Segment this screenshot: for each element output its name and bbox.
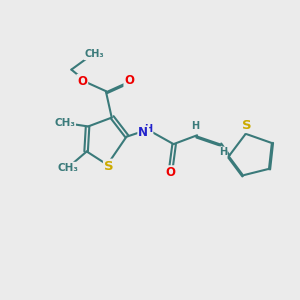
Text: O: O: [165, 166, 175, 179]
Text: CH₃: CH₃: [84, 49, 104, 59]
Text: CH₃: CH₃: [57, 163, 78, 173]
Text: N: N: [138, 126, 148, 140]
Text: O: O: [124, 74, 134, 87]
Text: H: H: [145, 124, 153, 134]
Text: O: O: [77, 75, 87, 88]
Text: S: S: [104, 160, 114, 173]
Text: CH₃: CH₃: [54, 118, 75, 128]
Text: H: H: [192, 122, 200, 131]
Text: H: H: [219, 147, 227, 158]
Text: S: S: [242, 119, 252, 132]
